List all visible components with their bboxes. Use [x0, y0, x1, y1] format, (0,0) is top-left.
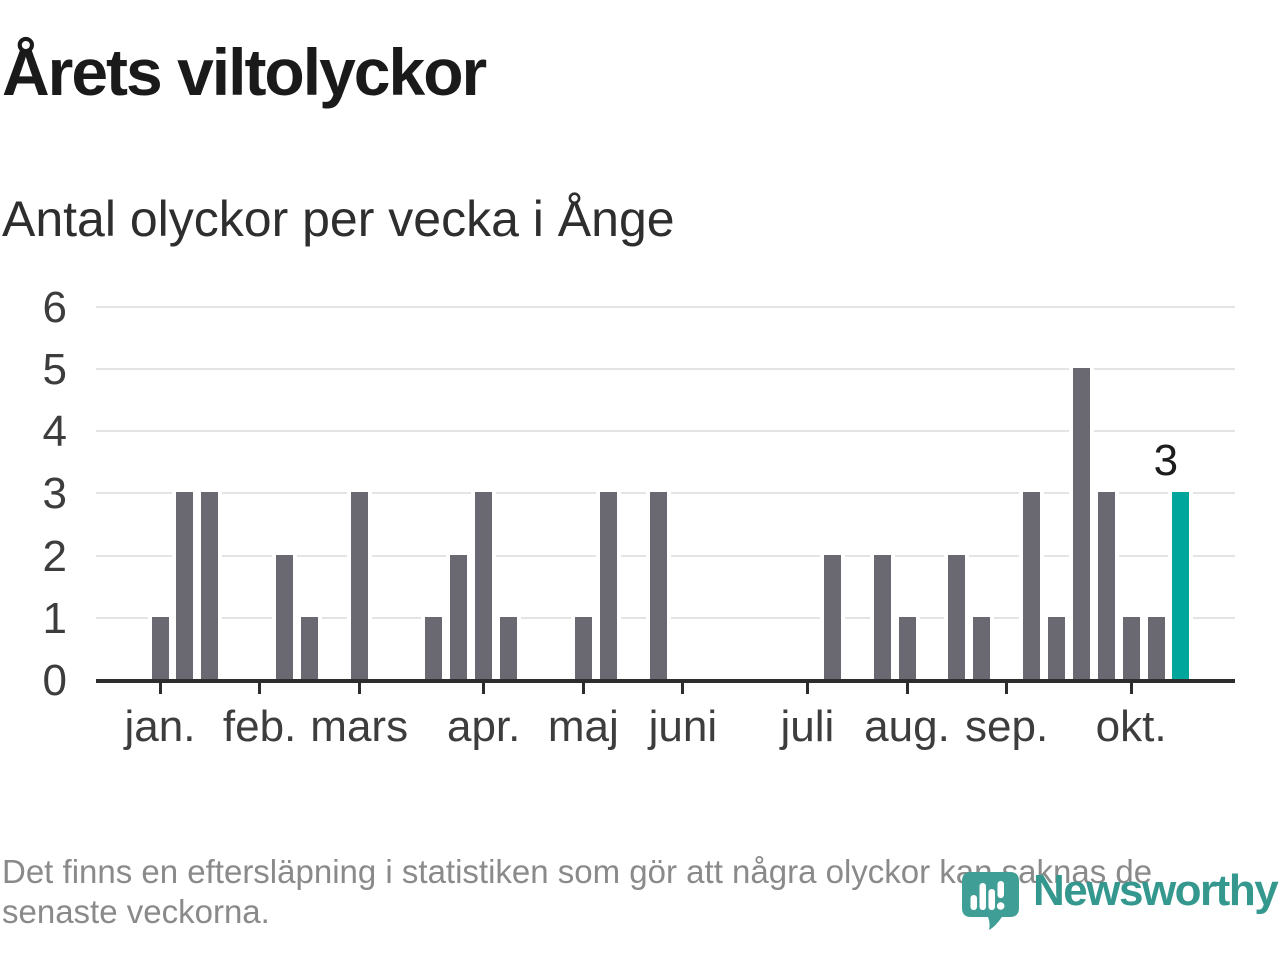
chart-title: Årets viltolyckor — [2, 35, 487, 109]
footer-note: Det finns en eftersläpning i statistiken… — [2, 852, 1152, 932]
highlighted-bar-week-42 — [1168, 492, 1194, 679]
month-tick-juni — [681, 683, 685, 694]
bar-week-36 — [1019, 492, 1044, 679]
y-axis-label-5: 5 — [42, 345, 67, 394]
y-axis-label-3: 3 — [42, 469, 67, 519]
y-axis-label-6: 6 — [42, 282, 67, 332]
month-label-maj: maj — [547, 702, 619, 751]
newsworthy-wordmark: Newsworthy — [1033, 866, 1279, 915]
footer-note-line-2: senaste veckorna. — [2, 893, 270, 930]
month-tick-aug — [905, 683, 909, 694]
month-tick-juli — [805, 683, 809, 694]
newsworthy-logo: Newsworthy — [962, 866, 1279, 930]
bar-week-38 — [1068, 368, 1094, 679]
month-tick-apr — [482, 683, 486, 694]
chart-subtitle: Antal olyckor per vecka i Ånge — [2, 191, 675, 247]
bar-week-40 — [1118, 616, 1144, 679]
bar-week-14 — [471, 492, 497, 679]
month-label-jan: jan. — [124, 702, 196, 751]
month-label-mars: mars — [310, 702, 409, 751]
bar-week-21 — [645, 492, 671, 679]
bar-week-31 — [894, 616, 920, 679]
bar-week-18 — [570, 616, 596, 679]
bar-week-30 — [869, 554, 895, 679]
month-tick-mars — [357, 683, 361, 694]
footer-note-line-1: Det finns en eftersläpning i statistiken… — [2, 853, 1153, 890]
newsworthy-pin-icon — [962, 872, 1019, 930]
bar-week-13 — [446, 554, 472, 679]
gridline-y4 — [96, 430, 1235, 433]
gridline-y6 — [96, 305, 1235, 308]
bar-week-33 — [944, 554, 970, 679]
month-tick-sep — [1005, 683, 1009, 694]
bar-week-34 — [969, 616, 995, 679]
bar-week-6 — [272, 554, 297, 679]
bar-week-12 — [421, 616, 447, 679]
y-axis-label-0: 0 — [42, 656, 67, 705]
month-label-apr: apr. — [446, 702, 521, 751]
y-axis-label-2: 2 — [42, 531, 67, 581]
month-label-okt: okt. — [1095, 702, 1167, 751]
bar-week-41 — [1143, 616, 1169, 679]
month-tick-feb — [258, 683, 262, 694]
month-label-sep: sep. — [965, 702, 1049, 751]
bar-week-37 — [1043, 616, 1069, 679]
month-label-juli: juli — [780, 702, 835, 751]
month-tick-maj — [581, 683, 585, 694]
bar-week-3 — [197, 492, 223, 679]
gridline-y5 — [96, 368, 1235, 370]
bar-week-39 — [1093, 492, 1119, 679]
x-axis-line — [96, 679, 1235, 683]
bar-week-9 — [346, 492, 372, 679]
month-label-feb: feb. — [222, 702, 297, 751]
month-label-juni: juni — [648, 702, 718, 751]
month-tick-okt — [1129, 683, 1133, 694]
month-label-aug: aug. — [864, 702, 950, 751]
bar-week-7 — [296, 616, 322, 679]
month-tick-jan — [158, 683, 162, 694]
bar-week-15 — [496, 616, 522, 679]
highlighted-bar-value-label: 3 — [1153, 436, 1179, 486]
y-axis-label-4: 4 — [42, 407, 67, 457]
bar-week-28 — [819, 554, 845, 679]
bar-week-2 — [172, 492, 198, 679]
bar-week-1 — [147, 616, 173, 679]
bar-week-19 — [595, 492, 621, 679]
y-axis-label-1: 1 — [42, 593, 67, 643]
